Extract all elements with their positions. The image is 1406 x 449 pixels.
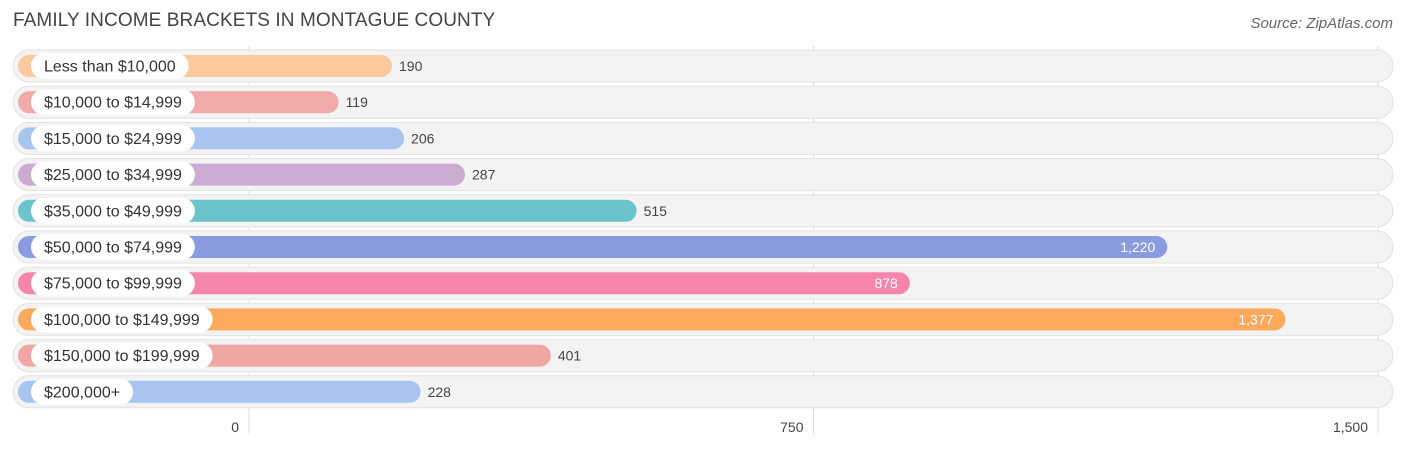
category-label: $200,000+ [44, 384, 120, 401]
category-label: $100,000 to $149,999 [44, 312, 200, 329]
bar-row: $100,000 to $149,999 1,377 [12, 302, 1394, 336]
category-label-pill [31, 53, 189, 79]
category-label-pill [31, 234, 195, 260]
category-label-pill [31, 197, 195, 224]
value-label: 287 [472, 167, 496, 183]
value-label: 401 [558, 348, 582, 364]
bar-row: $75,000 to $99,999 878 [12, 266, 1394, 300]
bar-row: Less than $10,000 190 [12, 49, 1394, 83]
bar-row: $35,000 to $49,999 515 [12, 194, 1394, 228]
category-label: Less than $10,000 [44, 59, 176, 76]
category-label-pill [31, 161, 195, 188]
bar-track [12, 85, 1394, 119]
x-tick-label: 0 [231, 419, 239, 435]
category-label-pill [31, 89, 195, 116]
bar [18, 272, 910, 295]
category-label: $15,000 to $24,999 [44, 131, 182, 148]
category-label: $50,000 to $74,999 [44, 240, 182, 257]
category-label-pill [31, 342, 213, 369]
value-label: 1,220 [1120, 239, 1155, 255]
bar-row: $150,000 to $199,999 401 [12, 339, 1394, 373]
category-label: $150,000 to $199,999 [44, 348, 200, 365]
category-label-pill [31, 306, 213, 333]
x-tick-label: 750 [780, 419, 804, 435]
category-label-pill [31, 125, 195, 152]
value-label: 228 [428, 384, 452, 400]
bar-row: $50,000 to $74,999 1,220 [12, 230, 1394, 264]
x-tick-label: 1,500 [1333, 419, 1368, 435]
chart-title: FAMILY INCOME BRACKETS IN MONTAGUE COUNT… [13, 10, 496, 31]
bar [18, 236, 1168, 258]
value-label: 878 [874, 275, 898, 291]
bar-row: $200,000+ 228 [12, 375, 1394, 409]
bar-row: $25,000 to $34,999 287 [12, 158, 1394, 192]
value-label: 190 [399, 58, 423, 74]
value-label: 1,377 [1238, 311, 1273, 327]
bar [18, 308, 1286, 331]
bar-row: $10,000 to $14,999 119 [12, 85, 1394, 119]
category-label: $75,000 to $99,999 [44, 276, 182, 293]
value-label: 515 [644, 203, 668, 219]
value-label: 119 [346, 94, 369, 110]
category-label-pill [31, 270, 195, 297]
category-label: $10,000 to $14,999 [44, 95, 182, 112]
category-label: $25,000 to $34,999 [44, 167, 182, 184]
category-label-pill [31, 378, 134, 405]
bar-row: $15,000 to $24,999 206 [12, 121, 1394, 155]
category-label: $35,000 to $49,999 [44, 203, 182, 220]
chart-source: Source: ZipAtlas.com [1250, 15, 1393, 32]
value-label: 206 [411, 130, 435, 146]
